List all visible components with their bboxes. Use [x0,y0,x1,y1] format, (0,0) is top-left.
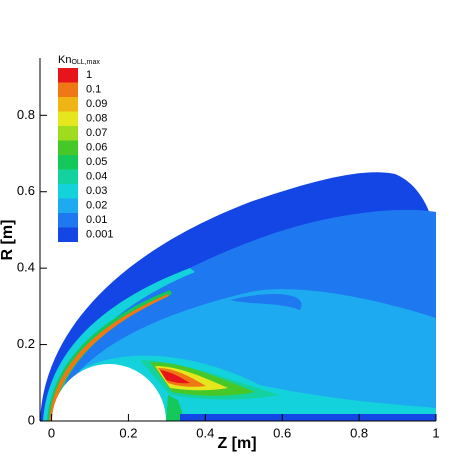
x-axis-label: Z [m] [217,435,256,452]
x-tick-label: 0.8 [350,425,368,440]
x-tick-label: 0.4 [196,425,214,440]
legend-label: 0.02 [86,199,107,211]
legend-swatch [58,111,78,126]
legend-swatch [58,82,78,97]
legend-label: 0.03 [86,185,107,197]
axes: 0 0.2 0.4 0.6 0.8 1 0 0.2 0.4 0.6 0.8 [17,58,440,440]
contour-region [52,364,166,421]
x-tick-label: 0.6 [273,425,291,440]
legend-title: KnOLL,max [58,54,100,66]
y-tick-label: 0.2 [17,336,35,351]
legend-swatch [58,213,78,228]
legend-label: 0.06 [86,141,107,153]
legend-label: 0.05 [86,156,107,168]
legend-title-main: Kn [58,54,71,66]
legend-swatch [58,169,78,184]
contour-region [180,414,436,421]
x-tick-label: 1 [432,425,439,440]
x-tick-label: 0 [48,425,55,440]
legend-swatch [58,97,78,112]
legend-swatch [58,126,78,141]
legend-label: 0.08 [86,112,107,124]
y-tick-label: 0 [28,412,35,427]
y-axis-label: R [m] [0,220,16,261]
contour-region [230,294,302,310]
legend-label: 0.01 [86,214,107,226]
y-tick-label: 0.6 [17,183,35,198]
legend-label: 0.1 [86,83,101,95]
legend-label: 0.04 [86,170,107,182]
legend-label: 0.001 [86,228,114,240]
legend-label: 0.07 [86,127,107,139]
y-tick-label: 0.4 [17,260,35,275]
legend-swatch [58,227,78,242]
contour-region [160,370,190,384]
legend-swatch [58,140,78,155]
legend-label: 1 [86,69,92,81]
contour-field [40,172,436,421]
legend: KnOLL,max 1 0.1 0.09 0.08 0.07 0.06 0.05 0.04 0.… [58,54,114,242]
legend-swatch [58,184,78,199]
legend-label: 0.09 [86,98,107,110]
legend-swatch [58,68,78,83]
legend-swatch [58,155,78,170]
x-tick-label: 0.2 [119,425,137,440]
legend-swatch [58,198,78,213]
legend-title-subscript: OLL,max [71,59,100,66]
y-tick-label: 0.8 [17,107,35,122]
